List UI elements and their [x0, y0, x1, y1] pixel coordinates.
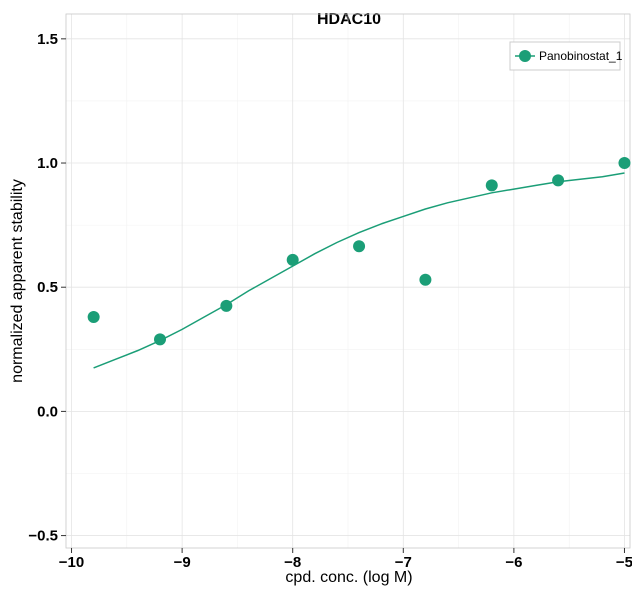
- data-point: [220, 299, 233, 312]
- data-point: [87, 311, 100, 324]
- data-point: [419, 273, 432, 286]
- data-point: [154, 333, 166, 346]
- x-tick-label: −6: [505, 554, 522, 571]
- fit-layer: [93, 172, 625, 369]
- points-layer: [87, 157, 631, 346]
- y-tick-label: 1.0: [37, 155, 58, 172]
- y-axis-title: normalized apparent stability: [9, 179, 26, 383]
- data-point: [286, 253, 299, 266]
- x-axis: −10 −9 −8 −7 −6 −5: [59, 548, 632, 571]
- data-point: [485, 179, 498, 192]
- data-point: [618, 157, 631, 170]
- y-tick-label: 1.5: [37, 31, 58, 48]
- grid-major: [66, 14, 630, 548]
- chart-title: HDAC10: [317, 11, 381, 28]
- x-tick-label: −10: [59, 554, 84, 571]
- x-tick-label: −5: [616, 554, 632, 571]
- y-tick-label: 0.0: [37, 403, 58, 420]
- data-point: [552, 174, 565, 187]
- fit-curve: [93, 172, 625, 369]
- x-axis-title: cpd. conc. (log M): [285, 569, 412, 586]
- plot-panel: [65, 13, 631, 549]
- grid-minor: [66, 14, 630, 548]
- x-tick-label: −8: [284, 554, 301, 571]
- y-tick-label: −0.5: [28, 528, 58, 545]
- y-tick-label: 0.5: [37, 279, 58, 296]
- x-tick-label: −9: [174, 554, 191, 571]
- legend-marker: [519, 50, 531, 62]
- legend: Panobinostat_1: [509, 41, 623, 71]
- legend-label: Panobinostat_1: [539, 49, 623, 63]
- y-axis: −0.5 0.0 0.5 1.0 1.5: [28, 31, 66, 545]
- x-tick-label: −7: [395, 554, 412, 571]
- data-point: [353, 240, 366, 253]
